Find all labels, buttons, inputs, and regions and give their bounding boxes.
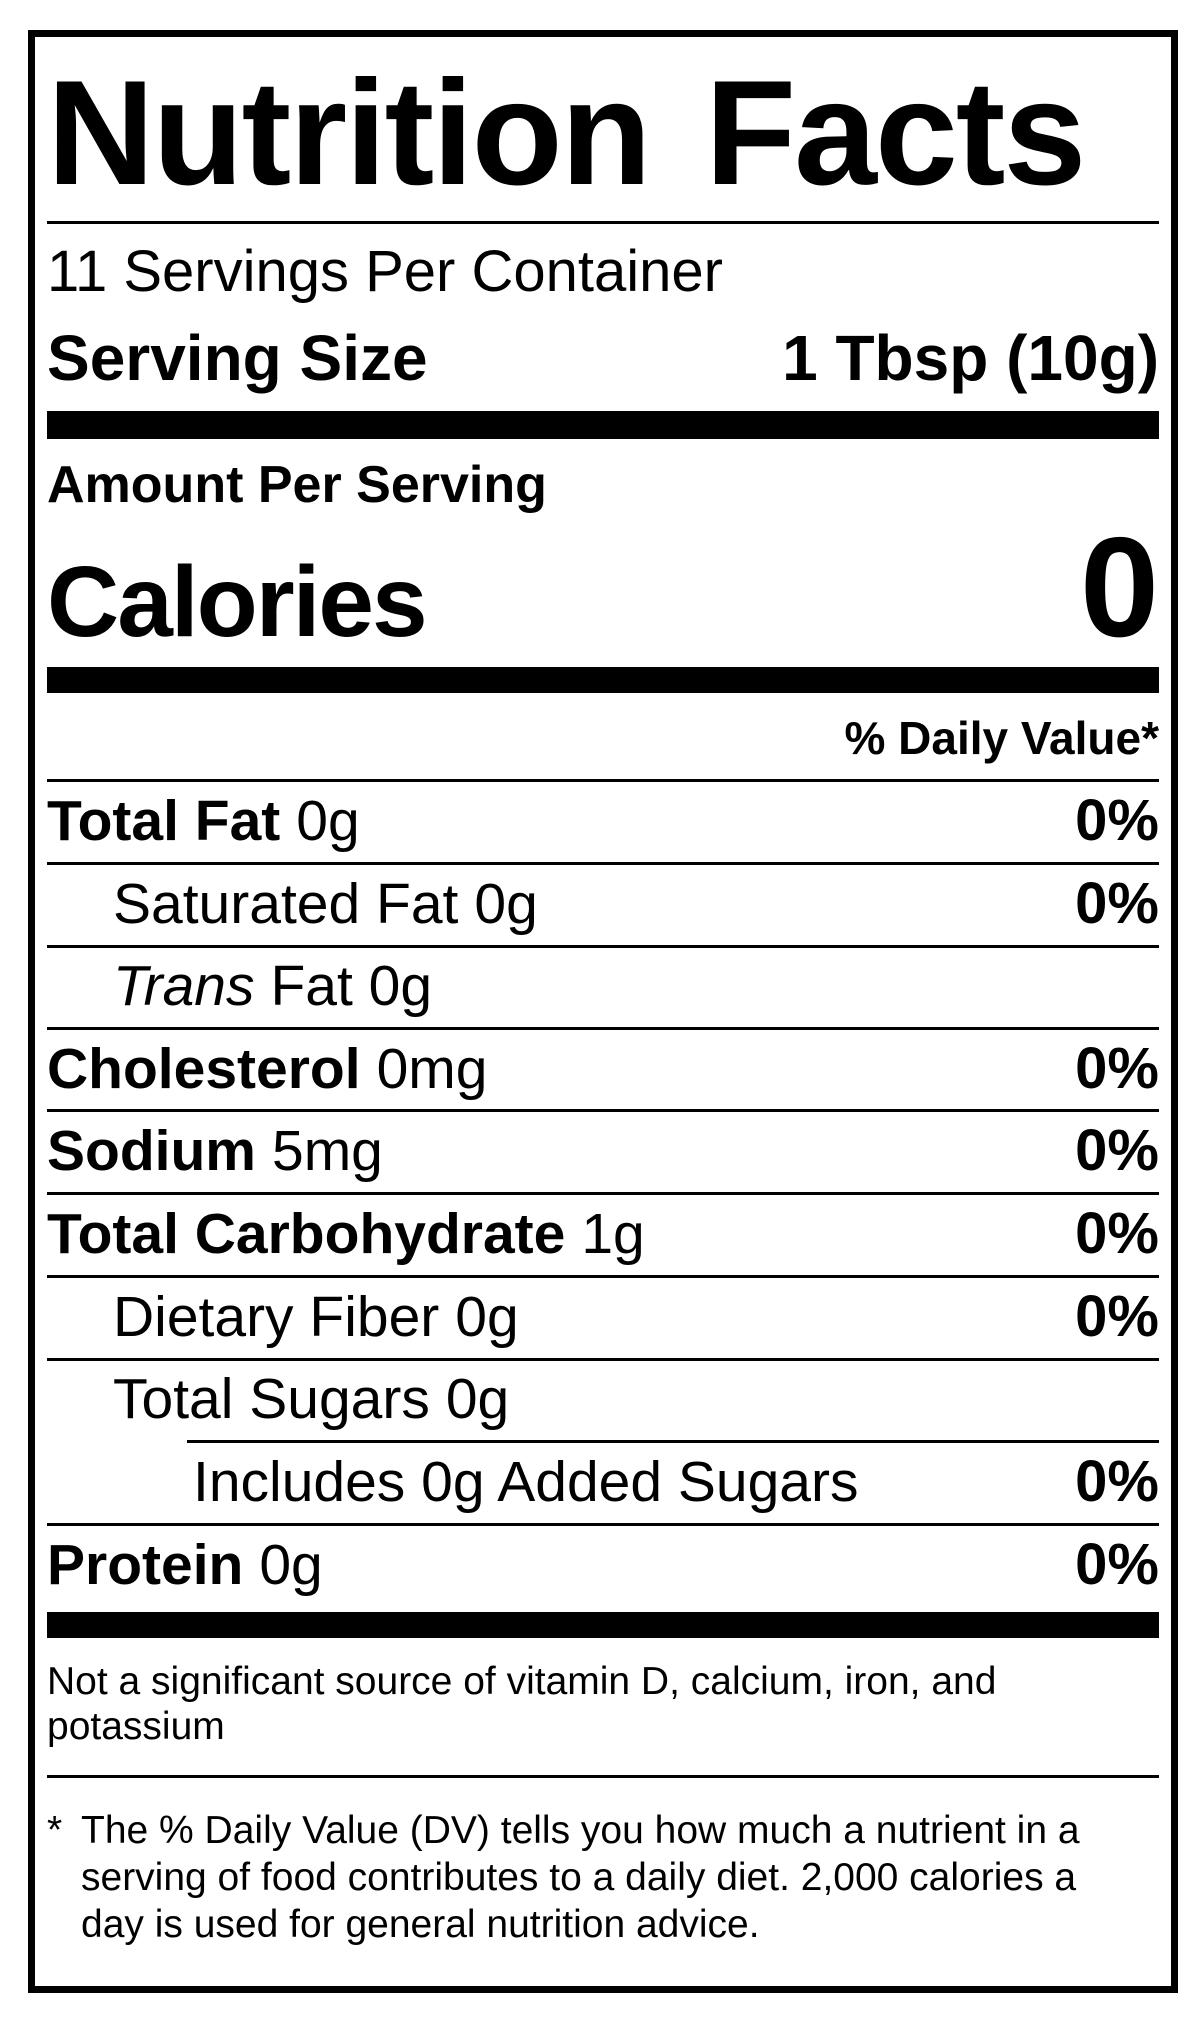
nutrient-amount: 0g bbox=[259, 1532, 323, 1597]
row-protein: Protein 0g 0% bbox=[47, 1522, 1159, 1606]
calories-label: Calories bbox=[47, 545, 428, 658]
thick-bar-bottom bbox=[47, 1611, 1159, 1638]
not-significant-line-1: Not a significant source of vitamin D, c… bbox=[47, 1659, 997, 1703]
nutrient-amount: Fat 0g bbox=[270, 953, 433, 1018]
calories-value: 0 bbox=[1080, 507, 1159, 667]
nutrient-name: Total Fat bbox=[47, 788, 281, 853]
nutrient-amount: 0g bbox=[445, 1367, 510, 1432]
row-includes-added-sugars: Includes 0g Added Sugars 0% bbox=[47, 1443, 1159, 1523]
nutrient-amount: 0mg bbox=[376, 1036, 488, 1101]
nutrient-dv: 0% bbox=[1075, 870, 1159, 936]
row-trans-fat: Trans Fat 0g bbox=[47, 944, 1159, 1027]
daily-value-header: % Daily Value* bbox=[47, 693, 1159, 782]
serving-size-label: Serving Size bbox=[47, 321, 428, 394]
nutrient-name: Cholesterol bbox=[47, 1036, 361, 1101]
nutrient-name: Trans bbox=[113, 953, 255, 1018]
nutrient-dv: 0% bbox=[1075, 1531, 1159, 1597]
footnote-line-3: day is used for general nutrition advice… bbox=[81, 1903, 760, 1947]
thick-bar-calories bbox=[47, 666, 1159, 693]
nutrient-dv: 0% bbox=[1075, 1118, 1159, 1184]
row-sodium: Sodium 5mg 0% bbox=[47, 1109, 1159, 1192]
daily-value-footnote: * The % Daily Value (DV) tells you how m… bbox=[47, 1778, 1159, 1948]
nutrient-name: Total Carbohydrate bbox=[47, 1202, 566, 1267]
nutrient-name: Dietary Fiber bbox=[113, 1285, 440, 1350]
not-significant-line-2: potassium bbox=[47, 1704, 225, 1748]
nutrient-name: Sodium bbox=[47, 1119, 256, 1184]
servings-per-container: 11 Servings Per Container bbox=[47, 238, 723, 304]
footnote-divider bbox=[47, 1775, 1159, 1779]
nutrient-amount: 1g bbox=[581, 1202, 645, 1267]
amount-per-serving: Amount Per Serving bbox=[47, 455, 547, 514]
added-sugars-divider bbox=[187, 1440, 1159, 1443]
nutrient-name: Saturated Fat bbox=[113, 871, 459, 936]
calories-row: Calories 0 bbox=[47, 507, 1159, 667]
nutrient-amount: 0g bbox=[455, 1285, 519, 1350]
serving-size-value: 1 Tbsp (10g) bbox=[782, 321, 1159, 394]
not-significant-note: Not a significant source of vitamin D, c… bbox=[47, 1638, 1159, 1776]
label-title: Nutrition Facts bbox=[47, 49, 1086, 216]
footnote-asterisk: * bbox=[47, 1809, 63, 1853]
nutrient-dv: 0% bbox=[1075, 1035, 1159, 1101]
nutrient-dv: 0% bbox=[1075, 787, 1159, 853]
nutrition-facts-label: Nutrition Facts 11 Servings Per Containe… bbox=[28, 30, 1178, 1993]
nutrient-name: Protein bbox=[47, 1532, 244, 1597]
row-total-carbohydrate: Total Carbohydrate 1g 0% bbox=[47, 1192, 1159, 1275]
nutrient-name: Includes 0g Added Sugars bbox=[193, 1450, 859, 1514]
footnote-line-2: serving of food contributes to a daily d… bbox=[81, 1856, 1077, 1900]
row-dietary-fiber: Dietary Fiber 0g 0% bbox=[47, 1275, 1159, 1358]
thick-bar-top bbox=[47, 410, 1159, 439]
nutrient-dv: 0% bbox=[1075, 1284, 1159, 1350]
nutrient-name: Total Sugars bbox=[113, 1367, 430, 1432]
row-total-sugars: Total Sugars 0g bbox=[47, 1358, 1159, 1440]
nutrient-amount: 0g bbox=[296, 788, 360, 853]
row-cholesterol: Cholesterol 0mg 0% bbox=[47, 1026, 1159, 1110]
nutrient-amount: 0g bbox=[474, 871, 538, 936]
serving-size-row: Serving Size 1 Tbsp (10g) bbox=[47, 321, 1159, 395]
nutrient-amount: 5mg bbox=[272, 1119, 383, 1184]
nutrient-dv: 0% bbox=[1075, 1201, 1159, 1267]
nutrient-dv: 0% bbox=[1075, 1449, 1159, 1514]
row-saturated-fat: Saturated Fat 0g 0% bbox=[47, 861, 1159, 945]
row-total-fat: Total Fat 0g 0% bbox=[47, 782, 1159, 862]
footnote-line-1: The % Daily Value (DV) tells you how muc… bbox=[81, 1809, 1080, 1853]
title-divider bbox=[47, 220, 1159, 224]
